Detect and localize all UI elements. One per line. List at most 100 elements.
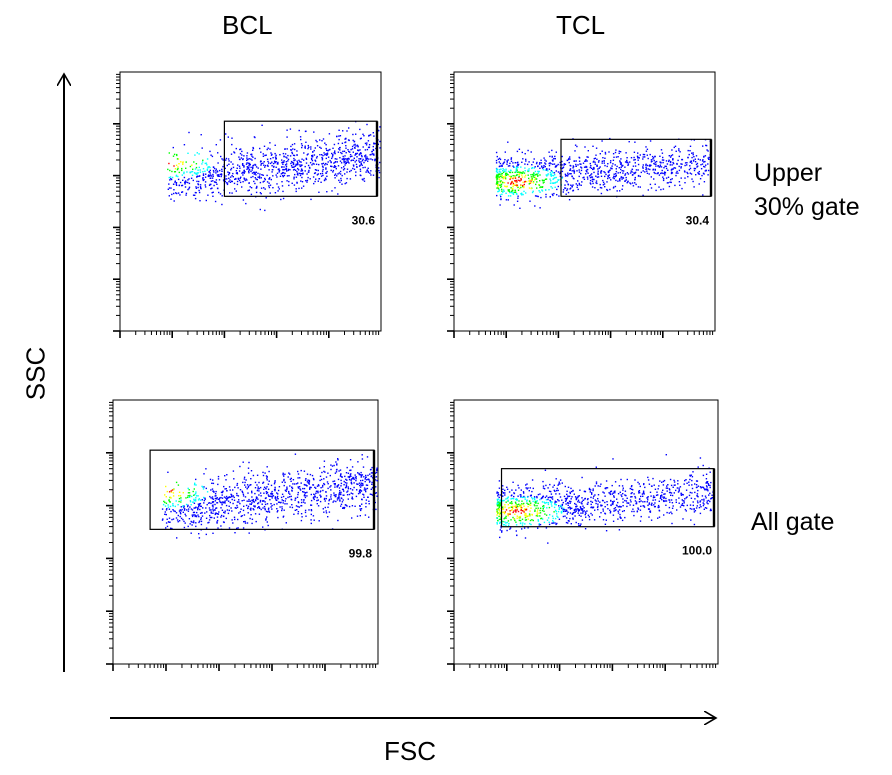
event-dot xyxy=(613,495,615,497)
event-dot xyxy=(304,492,306,494)
event-dot xyxy=(193,161,195,163)
event-dot xyxy=(284,172,286,175)
event-dot xyxy=(562,167,564,169)
event-dot xyxy=(660,495,663,497)
event-dot xyxy=(220,173,223,175)
event-dot xyxy=(322,484,324,487)
event-dot xyxy=(286,170,288,172)
event-dot xyxy=(597,498,599,500)
event-dot xyxy=(684,498,686,500)
event-dot xyxy=(349,178,352,180)
event-dot xyxy=(688,484,690,486)
event-dot xyxy=(589,162,591,165)
event-dot xyxy=(682,494,684,496)
event-dot xyxy=(268,511,271,513)
event-dot xyxy=(187,188,189,191)
event-dot xyxy=(189,506,191,508)
event-dot xyxy=(238,165,241,167)
event-dot xyxy=(689,474,691,476)
event-dot xyxy=(338,172,340,174)
event-dot xyxy=(533,176,536,179)
event-dot xyxy=(361,160,364,162)
event-dot xyxy=(520,171,522,174)
event-dot xyxy=(624,161,627,163)
event-dot xyxy=(597,170,599,172)
event-dot xyxy=(195,515,198,518)
event-dot xyxy=(621,495,623,498)
event-dot xyxy=(534,170,537,173)
event-dot xyxy=(514,162,516,164)
event-dot xyxy=(209,183,211,186)
event-dot xyxy=(259,147,261,150)
event-dot xyxy=(364,489,367,491)
event-dot xyxy=(640,515,642,518)
event-dot xyxy=(540,162,543,164)
event-dot xyxy=(351,466,354,468)
event-dot xyxy=(499,186,502,188)
event-dot xyxy=(294,165,297,167)
event-dot xyxy=(257,172,259,175)
event-dot xyxy=(687,149,689,152)
event-dot xyxy=(318,485,320,487)
event-dot xyxy=(578,524,580,527)
event-dot xyxy=(199,502,202,505)
event-dot xyxy=(378,161,381,164)
event-dot xyxy=(708,494,710,496)
event-dot xyxy=(175,500,177,502)
event-dot xyxy=(212,166,215,168)
event-dot xyxy=(257,176,259,178)
event-dot xyxy=(539,515,541,517)
event-dot xyxy=(609,492,611,494)
event-dot xyxy=(634,165,637,167)
event-dot xyxy=(540,186,542,188)
event-dot xyxy=(318,163,320,166)
event-dot xyxy=(286,175,289,177)
event-dot xyxy=(648,173,650,175)
event-dot xyxy=(664,165,666,167)
event-dot xyxy=(670,172,673,175)
event-dot xyxy=(252,166,254,169)
event-dot xyxy=(286,148,288,150)
event-dot xyxy=(612,187,615,189)
event-dot xyxy=(250,514,252,516)
event-dot xyxy=(565,517,568,519)
event-dot xyxy=(630,157,633,159)
event-dot xyxy=(214,497,217,500)
event-dot xyxy=(188,131,190,134)
event-dot xyxy=(506,173,508,175)
event-dot xyxy=(187,504,189,506)
event-dot xyxy=(341,497,343,500)
event-dot xyxy=(294,499,296,501)
event-dot xyxy=(663,167,665,169)
event-dot xyxy=(249,186,251,188)
event-dot xyxy=(215,168,217,170)
event-dot xyxy=(243,166,245,168)
event-dot xyxy=(649,511,652,513)
event-dot xyxy=(709,509,712,512)
event-dot xyxy=(605,173,607,176)
event-dot xyxy=(250,470,253,472)
event-dot xyxy=(228,509,230,512)
event-dot xyxy=(517,171,520,173)
event-dot xyxy=(371,472,374,474)
event-dot xyxy=(230,176,232,178)
x-axis-label: FSC xyxy=(384,736,436,766)
event-dot xyxy=(537,515,539,517)
event-dot xyxy=(546,168,548,170)
event-dot xyxy=(176,192,178,195)
event-dot xyxy=(236,494,238,497)
event-dot xyxy=(603,183,606,185)
event-dot xyxy=(220,507,222,509)
event-dot xyxy=(251,492,253,494)
event-dot xyxy=(195,492,197,495)
event-dot xyxy=(605,480,608,482)
event-dot xyxy=(581,519,584,521)
event-dot xyxy=(274,152,276,155)
event-dot xyxy=(343,507,345,510)
event-dot xyxy=(590,176,593,178)
event-dot xyxy=(165,502,168,504)
event-dot xyxy=(291,506,294,509)
event-dot xyxy=(567,522,569,524)
event-dot xyxy=(497,495,499,497)
event-dot xyxy=(247,472,250,474)
